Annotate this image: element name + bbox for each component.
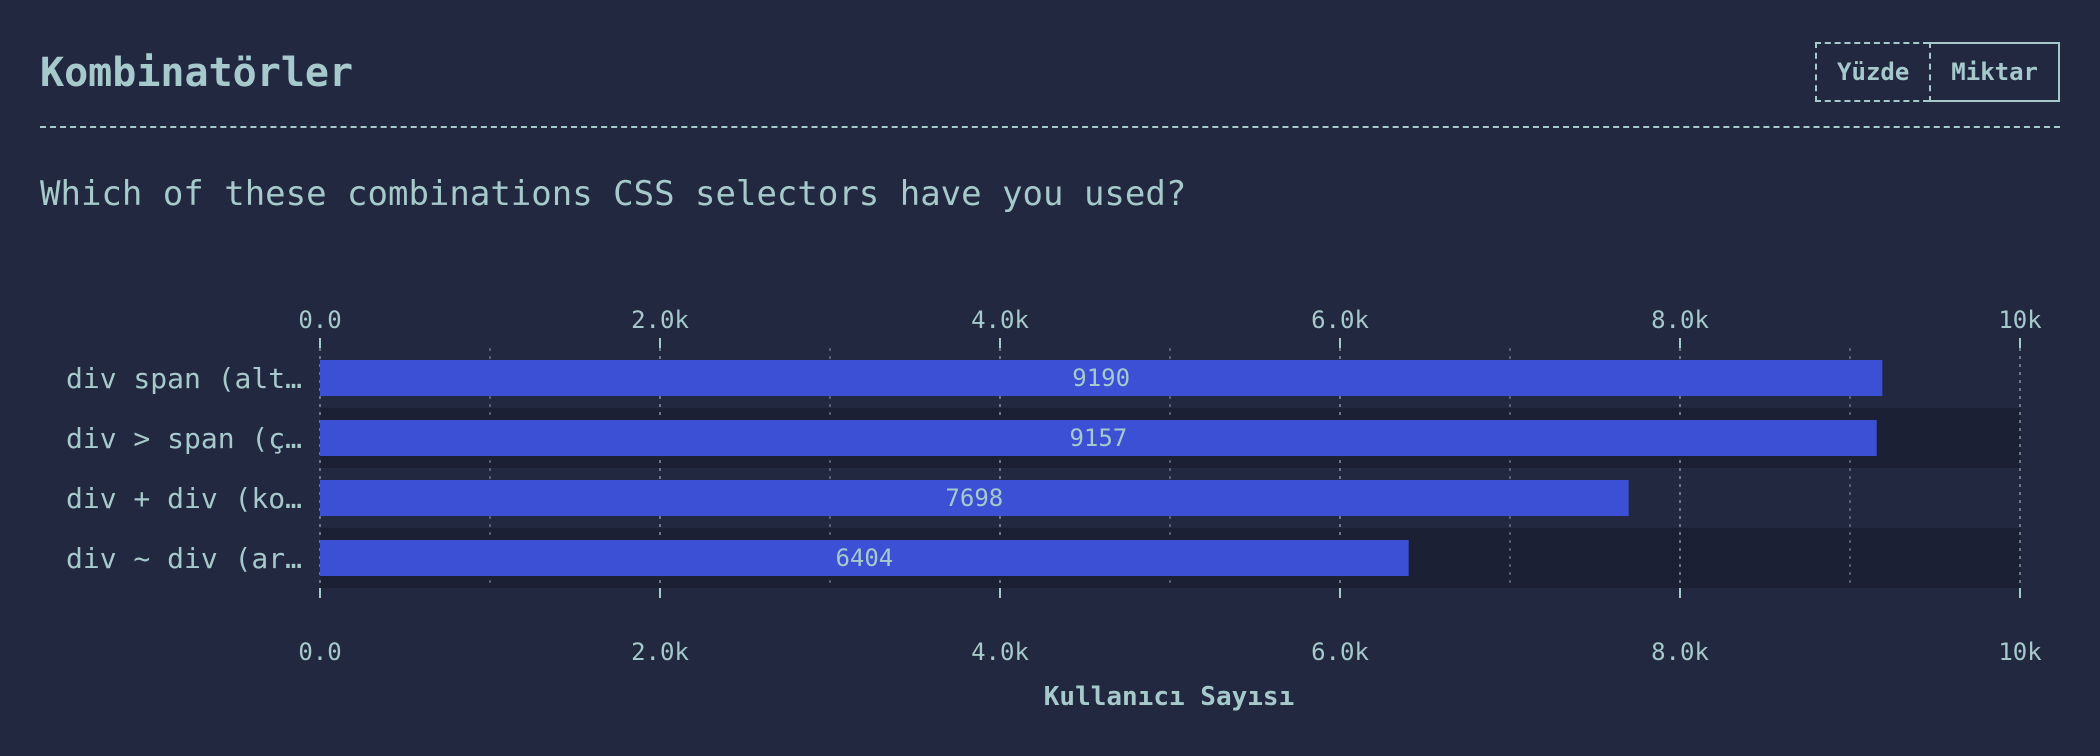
top-axis-tick-label: 6.0k (1311, 306, 1369, 334)
bottom-axis-tick-label: 0.0 (298, 638, 341, 666)
bar (320, 480, 1629, 516)
category-label: div span (alt… (66, 362, 302, 395)
bar (320, 360, 1883, 396)
top-axis-tick-label: 2.0k (631, 306, 689, 334)
bottom-axis-tick-label: 8.0k (1651, 638, 1709, 666)
top-axis-tick-label: 8.0k (1651, 306, 1709, 334)
x-axis-label: Kullanıcı Sayısı (1044, 682, 1294, 712)
unit-toggle: Yüzde Miktar (1815, 42, 2060, 102)
block-header: Kombinatörler Yüzde Miktar (40, 40, 2060, 128)
toggle-count-button[interactable]: Miktar (1929, 42, 2060, 102)
bar-value-label: 9190 (1072, 364, 1130, 392)
top-axis-tick-label: 10k (1998, 306, 2042, 334)
top-axis-tick-label: 4.0k (971, 306, 1029, 334)
bottom-axis-tick-label: 6.0k (1311, 638, 1369, 666)
block-title: Kombinatörler (40, 50, 354, 96)
toggle-percentage-button[interactable]: Yüzde (1815, 42, 1930, 102)
bar-value-label: 9157 (1069, 424, 1127, 452)
top-axis-tick-label: 0.0 (298, 306, 341, 334)
category-label: div ~ div (ar… (66, 542, 302, 575)
bar (320, 540, 1409, 576)
bar-value-label: 7698 (945, 484, 1003, 512)
bar (320, 420, 1877, 456)
bottom-axis-tick-label: 10k (1998, 638, 2042, 666)
bottom-axis-tick-label: 4.0k (971, 638, 1029, 666)
bar-value-label: 6404 (835, 544, 893, 572)
category-label: div + div (ko… (66, 482, 302, 515)
question-text: Which of these combinations CSS selector… (40, 174, 1187, 214)
category-label: div > span (ç… (66, 422, 302, 455)
bottom-axis-tick-label: 2.0k (631, 638, 689, 666)
